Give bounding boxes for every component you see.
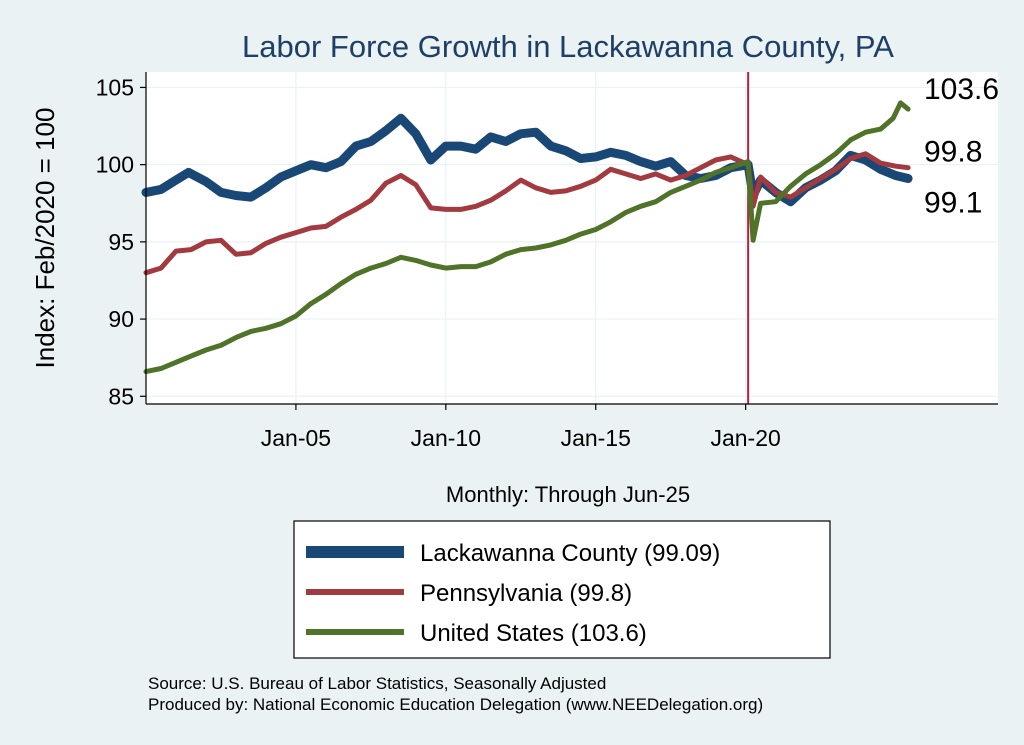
legend-label-united-states: United States (103.6) [420,620,647,647]
x-tick-label: Jan-05 [261,425,331,451]
series-line-united-states [143,100,911,375]
source-note: Source: U.S. Bureau of Labor Statistics,… [148,674,606,693]
legend: Lackawanna County (99.09) Pennsylvania (9… [293,520,831,659]
y-tick-label: 90 [108,306,134,332]
x-axis-caption: Monthly: Through Jun-25 [446,482,690,507]
chart-title: Labor Force Growth in Lackawanna County,… [242,29,894,64]
produced-by-note: Produced by: National Economic Education… [148,695,763,714]
y-tick-label: 85 [108,383,134,409]
y-tick-label: 105 [96,74,134,100]
y-tick-label: 100 [96,152,134,178]
y-axis-label: Index: Feb/2020 = 100 [30,108,60,369]
end-label-lackawanna-county: 99.1 [924,187,982,220]
x-tick-label: Jan-20 [710,425,780,451]
end-labels: 99.1 99.8 103.6 [924,73,999,219]
end-label-united-states: 103.6 [924,73,999,106]
plot-area [141,72,998,405]
series-layer [141,100,913,375]
x-axis-ticks: Jan-05 Jan-10 Jan-15 Jan-20 [261,404,781,451]
legend-label-lackawanna-county: Lackawanna County (99.09) [420,540,720,567]
x-tick-label: Jan-10 [411,425,481,451]
x-tick-label: Jan-15 [561,425,631,451]
grid-lines [146,72,998,404]
legend-label-pennsylvania: Pennsylvania (99.8) [420,580,632,607]
y-axis-ticks: 85 90 95 100 105 [96,74,146,409]
y-tick-label: 95 [108,229,134,255]
end-label-pennsylvania: 99.8 [924,136,982,169]
